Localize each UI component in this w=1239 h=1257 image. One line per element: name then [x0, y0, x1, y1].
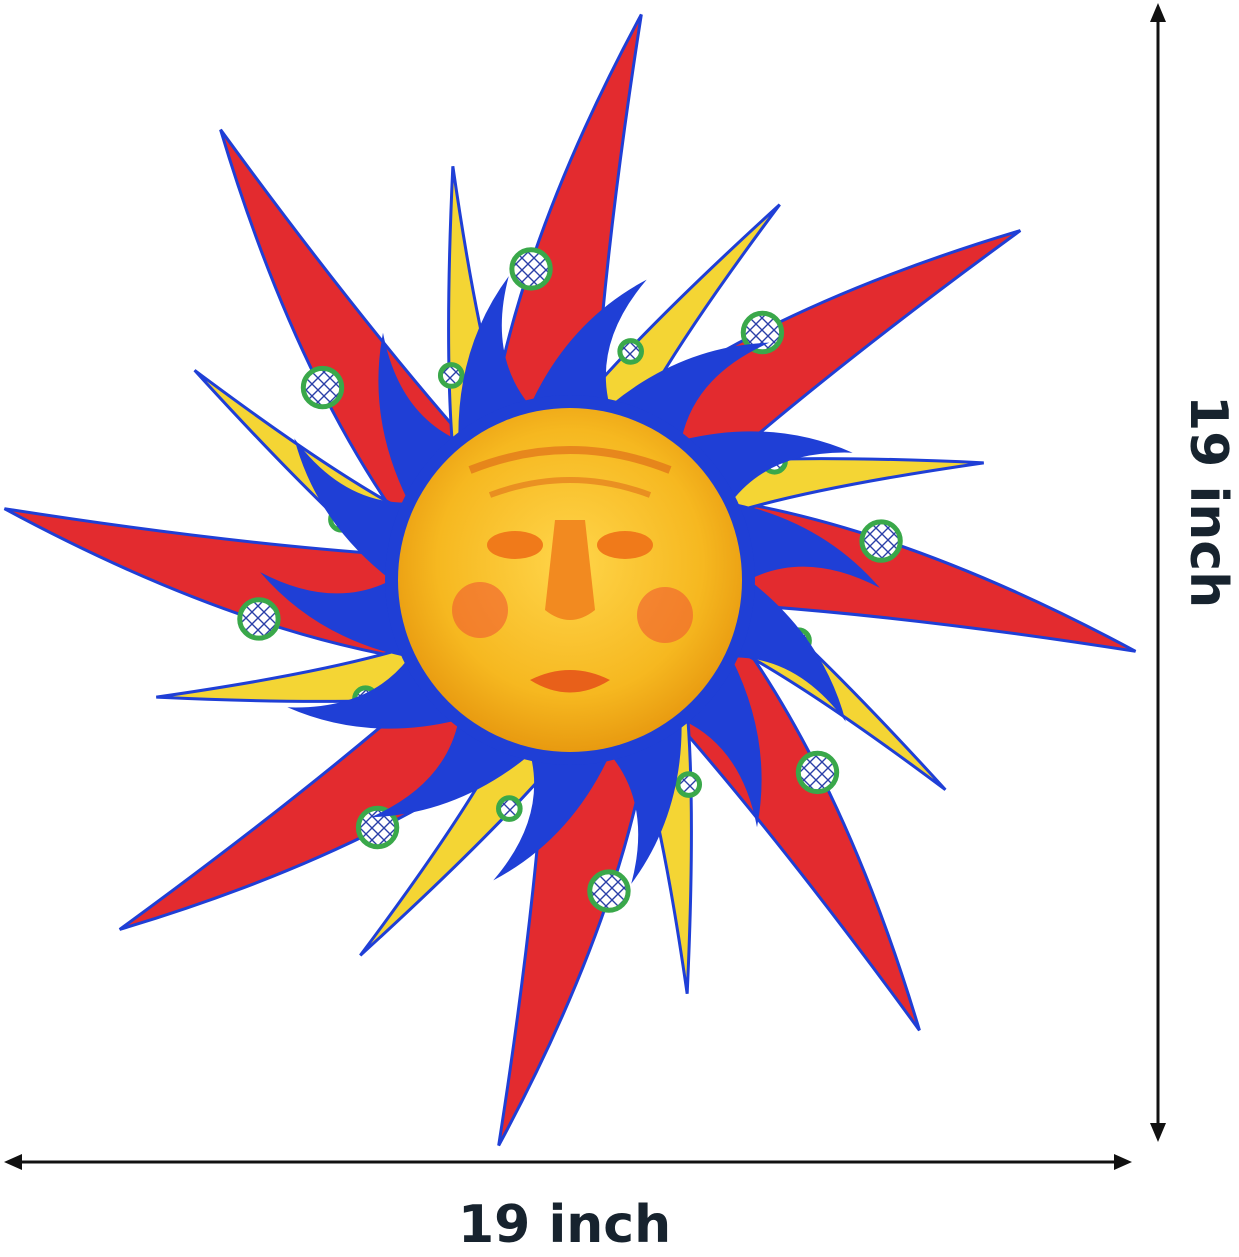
height-label: 19 inch — [1178, 395, 1238, 609]
red-sun-rays — [3, 13, 1137, 1147]
sun-face — [385, 395, 755, 765]
lattice-flower-motif — [355, 805, 400, 850]
blue-flame — [260, 572, 408, 658]
blue-flame — [458, 276, 530, 439]
red-ray — [3, 507, 423, 663]
lattice-flower-motif — [795, 750, 840, 795]
lattice-flower-motif — [509, 247, 553, 291]
lattice-flower-motif — [496, 795, 523, 822]
lattice-flower-motif — [300, 365, 345, 410]
blue-flame — [732, 502, 880, 588]
blue-flame — [732, 580, 846, 722]
blue-flame — [610, 721, 682, 884]
lattice-flower-motif — [437, 362, 465, 389]
blue-flame — [493, 755, 610, 881]
red-ray — [717, 497, 1137, 653]
lattice-flower-motif — [859, 519, 903, 563]
lattice-flower-motif — [587, 869, 631, 913]
width-label: 19 inch — [458, 1195, 672, 1255]
height-dimension-arrow — [1150, 3, 1166, 1142]
width-dimension-arrow — [4, 1154, 1132, 1170]
blue-flame — [294, 438, 408, 580]
lattice-flower-motif — [237, 597, 281, 641]
yellow-sun-rays — [156, 166, 984, 994]
lattice-flower-motif — [675, 771, 703, 798]
blue-flame — [530, 279, 647, 405]
lattice-flower-motif — [617, 338, 644, 365]
lattice-flower-motif — [740, 310, 785, 355]
